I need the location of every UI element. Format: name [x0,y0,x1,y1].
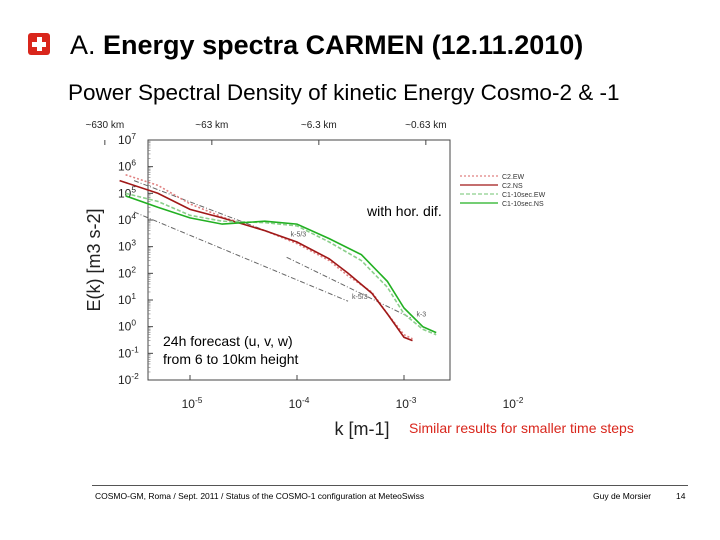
y-tick-label: 104 [118,211,136,227]
chart-title: Power Spectral Density of kinetic Energy… [68,80,620,105]
reference-slope-line [133,180,287,240]
x-tick-label: 10-2 [503,395,524,411]
y-tick-label: 10-2 [118,371,139,387]
y-tick-label: 100 [118,318,136,334]
x-tick-label: 10-5 [182,395,203,411]
reference-slope-label: k-5/3 [291,232,307,239]
reference-slope-label: k-5/3 [352,294,368,301]
x-tick-label: 10-4 [289,395,310,411]
legend-label: C1-10sec.NS [502,201,544,208]
reference-slope-line [286,256,413,320]
slide-title-main: Energy spectra CARMEN (12.11.2010) [103,30,584,60]
footer-author: Guy de Morsier [593,491,652,501]
footer-text: COSMO-GM, Roma / Sept. 2011 / Status of … [95,491,425,501]
y-tick-label: 103 [118,238,136,254]
y-tick-label: 107 [118,131,136,147]
footer-page-number: 14 [676,491,686,501]
series-line [125,195,437,334]
x-axis-title: k [m-1] [334,419,389,439]
hor-dif-annotation: with hor. dif. [367,203,442,219]
footer-divider [92,485,688,486]
reference-slope-label: k-3 [416,312,426,319]
forecast-annotation-line2: from 6 to 10km height [163,351,299,367]
y-tick-label: 106 [118,158,136,174]
forecast-annotation-line1: 24h forecast (u, v, w) [163,333,293,349]
reference-slope-line [133,211,349,302]
slide-title: A. Energy spectra CARMEN (12.11.2010) [70,30,583,61]
slide-title-prefix: A. [70,30,96,60]
swiss-cross-icon [28,33,50,55]
similar-results-annotation: Similar results for smaller time steps [409,420,634,436]
top-axis-label: ~630 km [86,120,125,131]
legend-label: C1-10sec.EW [502,192,546,199]
y-tick-label: 102 [118,264,136,280]
y-axis-title: E(k) [m3 s-2] [84,208,104,311]
y-tick-label: 10-1 [118,344,139,360]
x-tick-label: 10-3 [396,395,417,411]
series-line [125,192,437,336]
plot-frame [147,139,451,381]
top-axis-label: ~0.63 km [405,120,446,131]
legend-label: C2.NS [502,183,523,190]
series-line [119,179,413,342]
legend-label: C2.EW [502,174,525,181]
y-tick-label: 101 [118,291,136,307]
top-axis-label: ~6.3 km [301,120,337,131]
top-axis-label: ~63 km [195,120,228,131]
